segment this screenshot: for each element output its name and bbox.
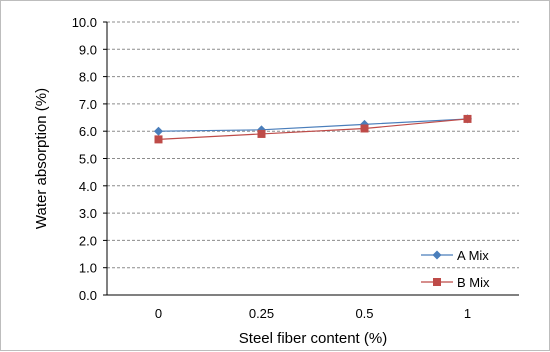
- data-point: [463, 114, 472, 123]
- legend: A Mix B Mix: [421, 248, 490, 290]
- x-tick-label: 1: [464, 306, 471, 321]
- data-point: [257, 129, 266, 138]
- y-tick-label: 4.0: [79, 179, 97, 194]
- y-tick-label: 3.0: [79, 206, 97, 221]
- series-a-mix: [154, 114, 472, 136]
- legend-marker-diamond: [432, 250, 442, 260]
- y-tick-label: 5.0: [79, 152, 97, 167]
- series-line: [158, 118, 468, 140]
- y-tick-label: 7.0: [79, 97, 97, 112]
- data-point: [154, 135, 163, 144]
- y-tick-label: 9.0: [79, 42, 97, 57]
- data-series: [154, 114, 472, 144]
- x-axis-title: Steel fiber content (%): [239, 330, 387, 347]
- series-line: [158, 118, 468, 132]
- y-tick-label: 10.0: [72, 15, 97, 30]
- legend-entry-a-mix: A Mix: [421, 248, 489, 263]
- series-b-mix: [154, 114, 472, 144]
- y-axis-title: Water absorption (%): [33, 88, 50, 229]
- x-tick-label: 0.5: [355, 306, 373, 321]
- y-tick-label: 0.0: [79, 288, 97, 303]
- grid-lines: [107, 21, 519, 269]
- x-tick-labels: 0 0.25 0.5 1: [155, 306, 471, 321]
- y-tick-label: 2.0: [79, 233, 97, 248]
- y-tick-label: 1.0: [79, 261, 97, 276]
- x-tick-label: 0.25: [249, 306, 274, 321]
- legend-marker-square: [433, 278, 441, 286]
- legend-entry-b-mix: B Mix: [421, 275, 490, 290]
- axes: [103, 21, 519, 296]
- data-point: [154, 126, 163, 136]
- data-point: [360, 124, 369, 133]
- legend-label-a-mix: A Mix: [457, 248, 489, 263]
- y-tick-label: 6.0: [79, 124, 97, 139]
- y-tick-label: 8.0: [79, 70, 97, 85]
- y-tick-labels: 0.0 1.0 2.0 3.0 4.0 5.0 6.0 7.0 8.0 9.0 10.0: [72, 15, 97, 303]
- x-tick-label: 0: [155, 306, 162, 321]
- legend-label-b-mix: B Mix: [457, 275, 490, 290]
